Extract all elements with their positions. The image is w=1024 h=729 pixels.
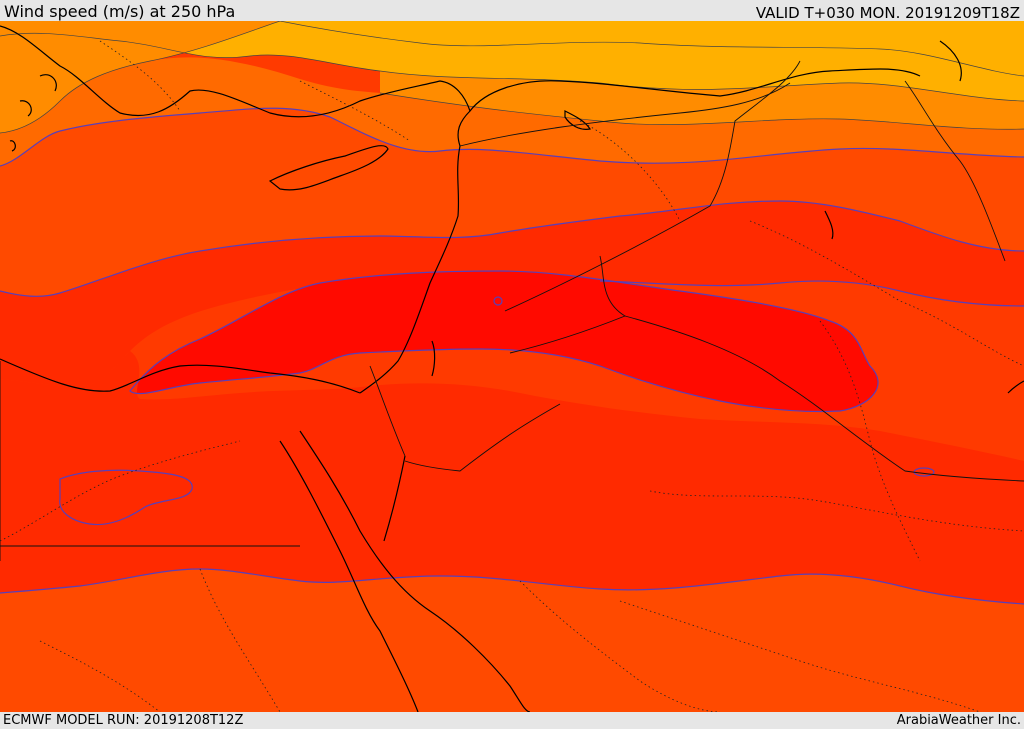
contour-line: [599, 280, 1024, 307]
band-red-2: [0, 351, 1024, 604]
aegean-islands: [9, 74, 57, 152]
country-borders: [0, 60, 1024, 561]
admin-line: [99, 40, 181, 112]
contour-line: [0, 107, 1024, 167]
wind-speed-contours: [0, 107, 1024, 605]
coastlines: [0, 25, 1024, 712]
cyprus: [268, 145, 389, 191]
band-orange-3: [0, 21, 280, 133]
band-red-orange-3: [0, 569, 1024, 712]
iran-iraq-border: [904, 80, 1006, 262]
admin-line: [299, 80, 411, 142]
lake-urmia: [824, 210, 834, 240]
admin-line: [0, 440, 241, 542]
map-canvas: [0, 21, 1024, 712]
footer-bar: ECMWF MODEL RUN: 20191208T12Z ArabiaWeat…: [0, 712, 1024, 729]
admin-line: [649, 490, 1024, 532]
map-title: Wind speed (m/s) at 250 hPa: [4, 2, 236, 21]
valid-time-label: VALID T+030 MON. 20191209T18Z: [755, 4, 1020, 22]
jordan-saudi-border: [404, 403, 561, 472]
caspian-hint: [939, 40, 962, 82]
contour-line: [129, 270, 879, 413]
model-run-label: ECMWF MODEL RUN: 20191208T12Z: [3, 713, 244, 728]
admin-line: [619, 600, 981, 712]
band-red-1: [0, 201, 1024, 386]
egypt-north-coast: [0, 358, 361, 394]
wind-speed-shading: [0, 21, 1024, 712]
admin-line: [39, 640, 161, 712]
levant-coast: [359, 145, 461, 394]
black-sea-coast: [469, 68, 921, 112]
lake-van: [564, 110, 591, 130]
dead-sea: [431, 340, 436, 377]
contour-line: [279, 21, 1024, 77]
band-fastest-core: [130, 271, 879, 412]
turkey-coast: [0, 25, 471, 147]
gulf-coast: [1007, 380, 1024, 394]
gulf-of-aqaba: [383, 455, 406, 542]
iraq-jordan-border: [509, 255, 627, 354]
admin-line: [819, 320, 921, 562]
turkey-syria-border: [459, 82, 791, 147]
wind-speed-map[interactable]: [0, 21, 1024, 712]
syria-iraq-border: [504, 60, 801, 312]
header-bar: Wind speed (m/s) at 250 hPa VALID T+030 …: [0, 0, 1024, 22]
contour-line: [0, 32, 1024, 102]
red-sea-east: [299, 430, 531, 712]
red-sea-west: [279, 440, 419, 712]
contour-line: [0, 568, 1024, 605]
province-borders: [0, 40, 1024, 712]
upper-contours: [0, 21, 1024, 134]
credit-label: ArabiaWeather Inc.: [896, 713, 1021, 728]
band-red-orange-2: [0, 108, 1024, 297]
sinai-border: [369, 365, 406, 457]
contour-line: [379, 92, 1024, 130]
admin-line: [199, 568, 281, 712]
contour-line: [493, 296, 503, 306]
contour-line: [0, 21, 281, 134]
iraq-saudi-border: [624, 315, 1024, 482]
band-orange-2: [0, 21, 1024, 101]
contour-line: [59, 469, 193, 526]
contour-line: [0, 200, 1024, 297]
